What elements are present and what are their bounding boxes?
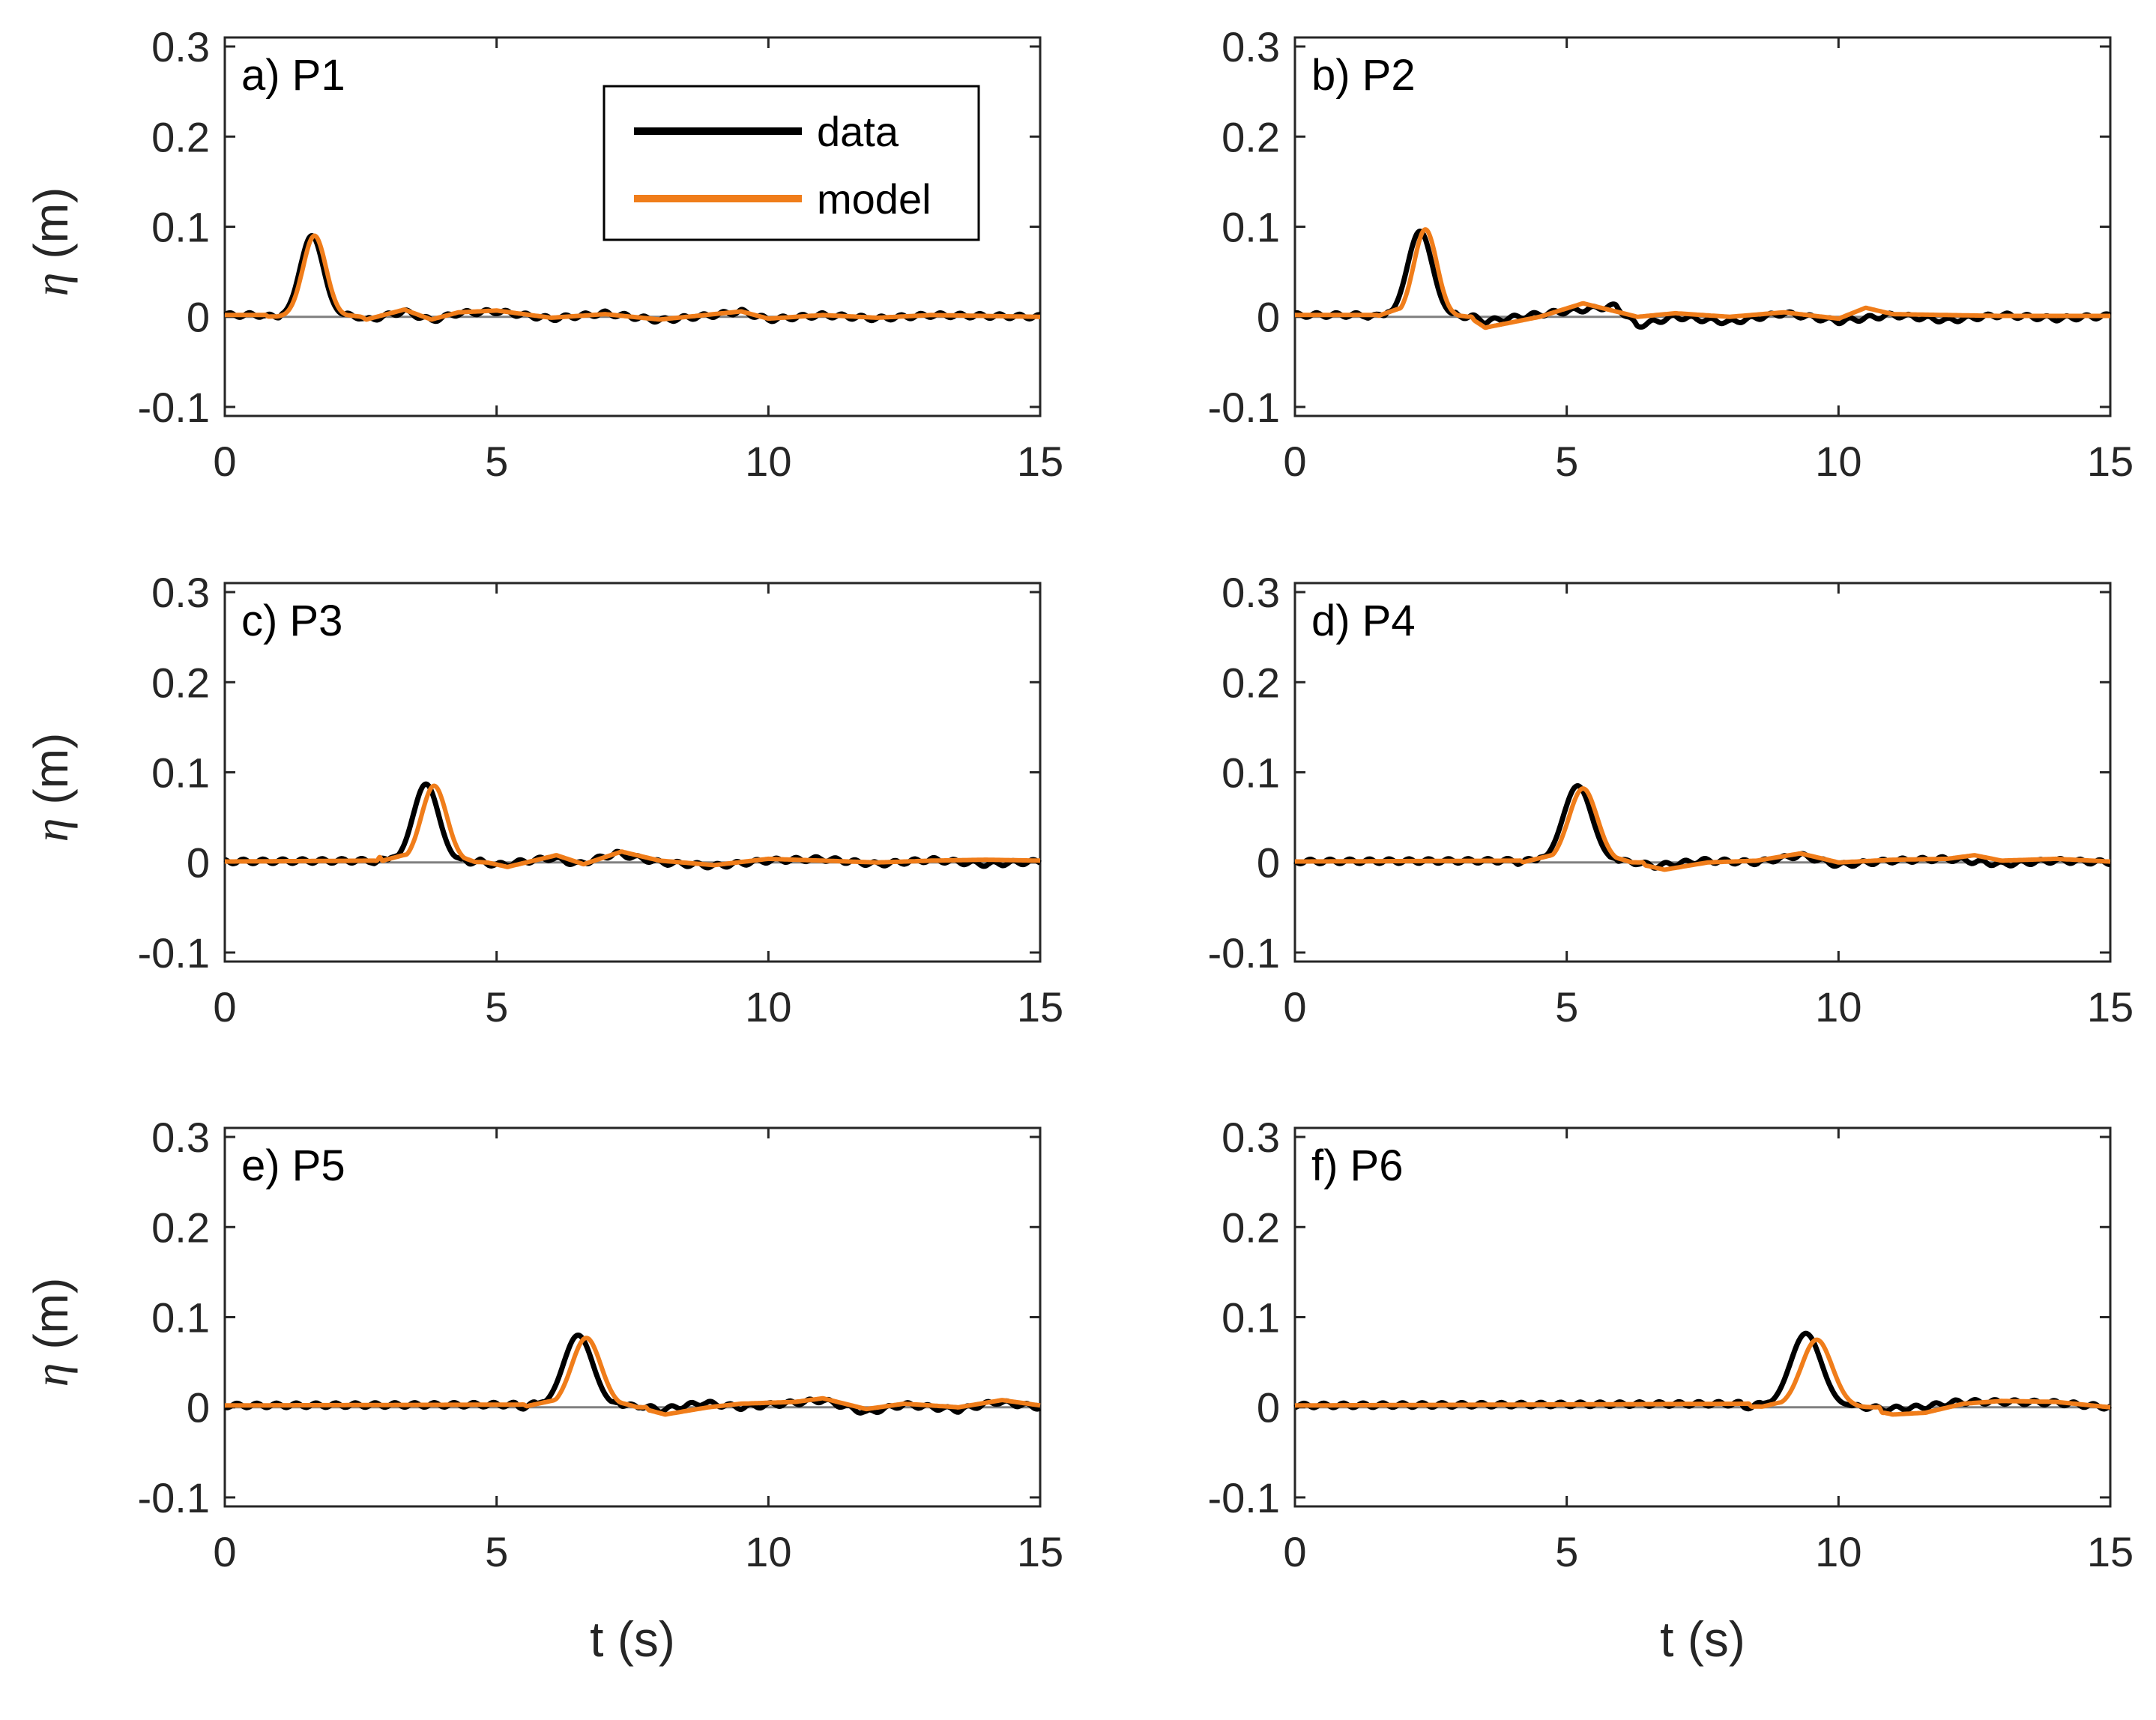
x-tick-label: 15 xyxy=(2087,438,2134,485)
y-axis-label: η (m) xyxy=(24,1278,78,1387)
x-tick-label: 5 xyxy=(485,1528,508,1575)
x-tick-label: 15 xyxy=(2087,983,2134,1031)
x-tick-label: 0 xyxy=(213,438,236,485)
y-tick-label: 0.1 xyxy=(1222,1294,1280,1342)
y-tick-label: 0.3 xyxy=(151,569,210,616)
x-tick-label: 10 xyxy=(745,1528,791,1575)
x-tick-label: 5 xyxy=(1555,438,1578,485)
legend: data model xyxy=(603,85,980,241)
series-line-model xyxy=(1295,1337,2111,1417)
axes-box xyxy=(1293,582,2112,963)
y-tick-label: 0 xyxy=(187,1384,210,1431)
x-tick-label: 5 xyxy=(1555,983,1578,1031)
panel-b: 0 5 10 15-0.100.10.20.3b) P2 xyxy=(1208,23,2134,485)
y-axis-unit: (m) xyxy=(24,1278,78,1350)
x-tick-label: 15 xyxy=(2087,1528,2134,1575)
x-tick-label: 15 xyxy=(1017,983,1063,1031)
y-tick-label: 0 xyxy=(1257,839,1280,887)
x-tick-label: 5 xyxy=(485,438,508,485)
panel-label: f) P6 xyxy=(1311,1141,1404,1190)
panel-label: c) P3 xyxy=(241,597,342,645)
series-line-model xyxy=(225,233,1040,322)
y-tick-label: 0.1 xyxy=(151,204,210,251)
series-line-model xyxy=(1294,786,2111,872)
x-tick-label: 0 xyxy=(1283,1528,1306,1575)
y-tick-label: 0.2 xyxy=(1222,1204,1280,1251)
y-tick-label: 0.2 xyxy=(1222,113,1280,160)
y-tick-label: 0.3 xyxy=(1222,569,1280,616)
y-tick-label: -0.1 xyxy=(138,929,211,977)
panel-label: b) P2 xyxy=(1311,51,1416,100)
y-tick-label: 0.3 xyxy=(1222,1114,1280,1161)
x-tick-label: 10 xyxy=(745,438,791,485)
y-axis-unit: (m) xyxy=(24,187,78,259)
y-tick-label: -0.1 xyxy=(138,1474,211,1521)
y-axis-symbol: η xyxy=(25,273,78,297)
y-tick-label: 0.2 xyxy=(151,113,210,160)
series-line-model xyxy=(224,783,1040,869)
panel-label: d) P4 xyxy=(1311,597,1416,645)
x-tick-label: 5 xyxy=(485,983,508,1031)
y-axis-label: η (m) xyxy=(24,733,78,842)
panel-label: a) P1 xyxy=(241,51,345,100)
panel-f: 0 5 10 15-0.100.10.20.3f) P6t (s) xyxy=(1208,1114,2134,1667)
axes-box xyxy=(223,582,1042,963)
x-axis-label: t (s) xyxy=(1660,1611,1745,1667)
y-tick-label: 0.2 xyxy=(151,659,210,706)
x-tick-label: 10 xyxy=(1815,983,1861,1031)
y-axis-label: η (m) xyxy=(24,187,78,297)
y-tick-label: 0.1 xyxy=(151,1294,210,1342)
y-tick-label: 0 xyxy=(187,294,210,341)
y-tick-label: 0.1 xyxy=(1222,204,1280,251)
x-tick-label: 0 xyxy=(1283,438,1306,485)
x-tick-label: 10 xyxy=(1815,1528,1861,1575)
y-tick-label: 0 xyxy=(187,839,210,887)
x-tick-label: 15 xyxy=(1017,1528,1063,1575)
y-tick-label: 0.3 xyxy=(151,23,210,70)
panel-e: 0 5 10 15-0.100.10.20.3e) P5η(m)t (s) xyxy=(24,1114,1063,1667)
series-line-data xyxy=(1294,229,2112,330)
legend-box xyxy=(603,85,980,241)
y-tick-label: 0 xyxy=(1257,294,1280,341)
y-tick-label: 0 xyxy=(1257,1384,1280,1431)
y-tick-label: -0.1 xyxy=(138,384,211,431)
series-line-model xyxy=(225,1336,1041,1417)
y-tick-label: 0.1 xyxy=(151,749,210,797)
panel-c: 0 5 10 15-0.100.10.20.3c) P3η(m) xyxy=(24,569,1063,1031)
legend-label-model: model xyxy=(817,175,931,223)
x-tick-label: 0 xyxy=(1283,983,1306,1031)
y-axis-symbol: η xyxy=(25,818,78,842)
y-tick-label: -0.1 xyxy=(1208,929,1281,977)
panel-d: 0 5 10 15-0.100.10.20.3d) P4 xyxy=(1208,569,2134,1031)
legend-label-data: data xyxy=(817,108,899,155)
x-tick-label: 5 xyxy=(1555,1528,1578,1575)
x-axis-label: t (s) xyxy=(590,1611,675,1667)
y-tick-label: 0.3 xyxy=(151,1114,210,1161)
x-tick-label: 0 xyxy=(213,1528,236,1575)
y-tick-label: 0.1 xyxy=(1222,749,1280,797)
x-tick-label: 15 xyxy=(1017,438,1063,485)
axes-box xyxy=(1293,36,2112,417)
y-tick-label: -0.1 xyxy=(1208,384,1281,431)
x-tick-label: 10 xyxy=(745,983,791,1031)
y-tick-label: 0.3 xyxy=(1222,23,1280,70)
y-tick-label: 0.2 xyxy=(151,1204,210,1251)
x-tick-label: 10 xyxy=(1815,438,1861,485)
x-tick-label: 0 xyxy=(213,983,236,1031)
series-line-model xyxy=(1295,227,2110,331)
axes-box xyxy=(1293,1126,2112,1508)
panel-label: e) P5 xyxy=(241,1141,345,1190)
axes-box xyxy=(223,1126,1042,1508)
y-axis-unit: (m) xyxy=(24,733,78,805)
y-axis-symbol: η xyxy=(25,1363,78,1387)
y-tick-label: 0.2 xyxy=(1222,659,1280,706)
y-tick-label: -0.1 xyxy=(1208,1474,1281,1521)
